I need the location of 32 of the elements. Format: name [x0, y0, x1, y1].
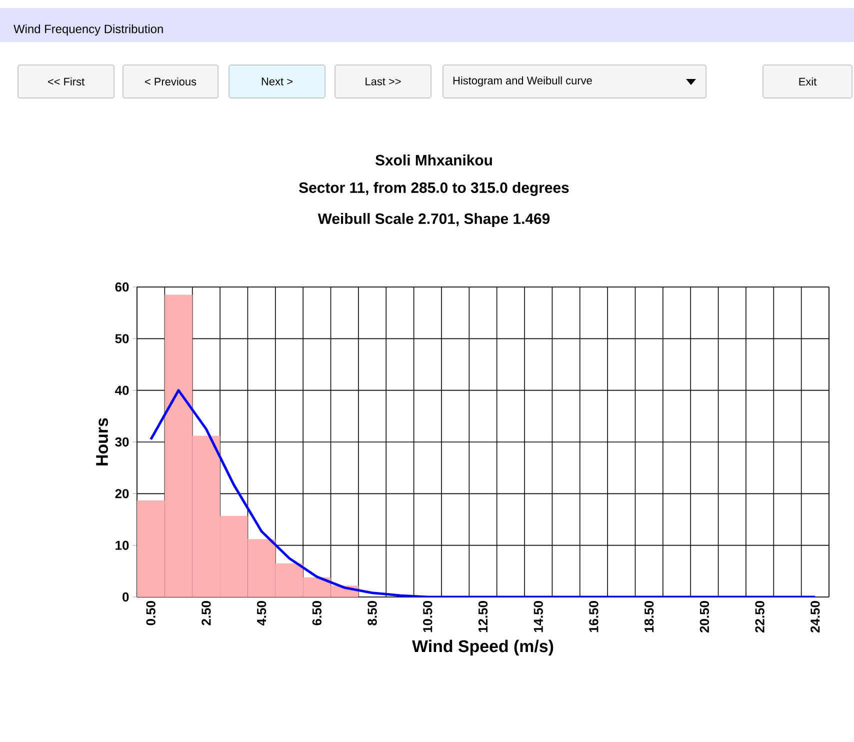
y-tick-label: 40	[115, 386, 129, 395]
text: < Previous	[145, 77, 196, 86]
text: << First	[48, 77, 84, 86]
x-tick-label: 16.50	[589, 601, 598, 632]
x-tick-label: 4.50	[256, 601, 266, 626]
chart-subtitle: Sector 11, from 285.0 to 315.0 degrees	[299, 182, 569, 196]
y-tick-label: 10	[116, 540, 129, 550]
text: Weibull Scale 2.701, Shape 1.469	[318, 213, 550, 227]
y-axis-title: Hours	[96, 418, 108, 466]
x-tick-label: 20.50	[700, 601, 710, 632]
x-tick-label: 0.50	[146, 601, 156, 626]
text: Wind Frequency Distribution	[14, 24, 163, 36]
x-tick-label: 10.50	[423, 601, 432, 632]
text: Exit	[799, 77, 817, 86]
text: Next >	[262, 78, 292, 86]
x-tick-label: 6.50	[312, 601, 322, 626]
chart-title: Sxoli Mhxanikou	[375, 154, 492, 166]
y-tick-label: 50	[115, 334, 129, 344]
text: Last >>	[366, 78, 401, 86]
text: Histogram and Weibull curve	[453, 76, 592, 87]
x-axis-title: Wind Speed (m/s)	[412, 640, 554, 656]
y-tick-label: 30	[115, 437, 129, 447]
x-tick-label: 8.50	[368, 601, 377, 626]
x-tick-label: 18.50	[644, 601, 654, 632]
x-tick-label: 2.50	[202, 601, 211, 626]
y-tick-label: 20	[115, 489, 129, 498]
x-tick-label: 22.50	[755, 601, 764, 632]
y-tick-label: 0	[122, 592, 129, 602]
y-tick-label: 60	[115, 282, 129, 292]
x-tick-label: 24.50	[810, 601, 820, 632]
x-tick-label: 12.50	[478, 601, 488, 632]
x-tick-label: 14.50	[534, 601, 543, 632]
